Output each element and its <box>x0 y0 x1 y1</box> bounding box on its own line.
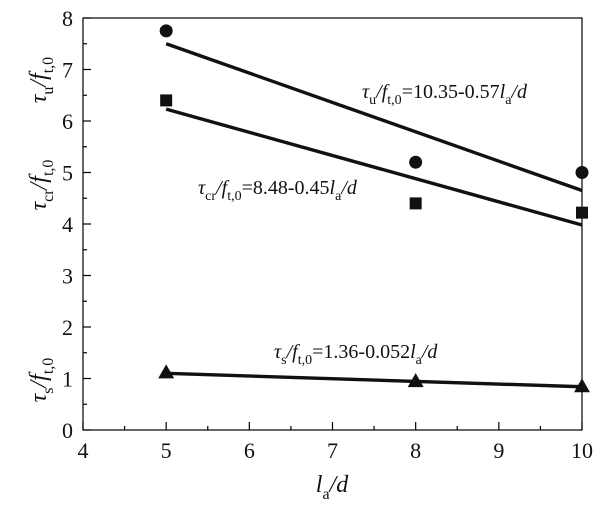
fit-line-series-2 <box>166 371 583 389</box>
triangle-marker <box>574 378 590 393</box>
y-tick-label: 4 <box>62 212 73 237</box>
y-tick-label: 0 <box>62 418 73 443</box>
x-tick-label: 5 <box>161 438 172 463</box>
circle-marker <box>575 166 589 179</box>
square-marker <box>576 206 588 219</box>
triangle-marker <box>407 373 424 388</box>
y-tick-label: 7 <box>62 58 73 83</box>
circle-marker <box>159 24 173 38</box>
y-tick-label: 5 <box>62 161 73 186</box>
square-marker <box>409 197 422 210</box>
x-axis-ticks: 4 5 6 7 8 9 10 <box>78 422 593 463</box>
x-tick-label: 9 <box>493 438 504 463</box>
y-tick-label: 8 <box>62 6 73 31</box>
fit-line-series-0 <box>165 42 583 193</box>
y-tick-label: 2 <box>62 315 73 340</box>
y-axis-title-s: τs/ft,0 <box>26 358 57 403</box>
triangle-marker <box>158 364 175 379</box>
x-axis-title: la/d <box>316 472 349 503</box>
square-marker <box>160 94 173 107</box>
y-axis-ticks: 0 1 2 3 4 5 6 7 8 <box>62 6 91 443</box>
data-markers <box>158 24 590 393</box>
fit-lines <box>165 42 583 389</box>
x-tick-label: 8 <box>410 438 421 463</box>
y-tick-label: 3 <box>62 264 73 289</box>
y-axis-title-u: τu/ft,0 <box>26 57 57 103</box>
y-tick-label: 6 <box>62 109 73 134</box>
plot-frame <box>82 17 583 431</box>
equation-cr: τcr/ft,0=8.48-0.45la/d <box>198 177 358 204</box>
x-tick-label: 6 <box>244 438 255 463</box>
equation-s: τs/ft,0=1.36-0.052la/d <box>274 341 438 368</box>
x-tick-label: 4 <box>78 438 89 463</box>
x-tick-label: 7 <box>327 438 338 463</box>
x-tick-label: 10 <box>571 438 593 463</box>
equation-u: τu/ft,0=10.35-0.57la/d <box>362 81 528 108</box>
y-axis-title-cr: τcr/ft,0 <box>26 160 57 211</box>
y-tick-label: 1 <box>62 367 73 392</box>
circle-marker <box>409 155 423 169</box>
fit-line-series-1 <box>165 107 583 227</box>
